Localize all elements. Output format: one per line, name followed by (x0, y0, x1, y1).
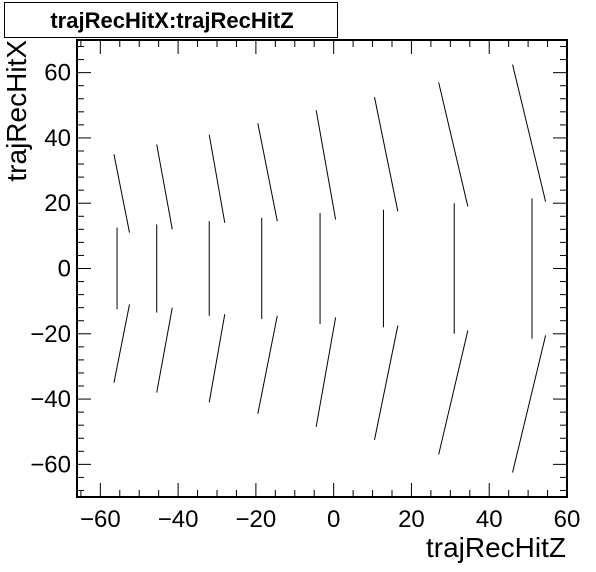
data-segment (374, 97, 399, 212)
data-segments (113, 64, 547, 473)
y-tick-label: −40 (30, 386, 71, 413)
data-segment (208, 134, 226, 223)
x-tick-label: −20 (236, 506, 277, 533)
data-segment (113, 154, 130, 233)
data-segment (113, 304, 130, 383)
y-tick-label: 0 (58, 256, 71, 283)
y-tick-label: −20 (30, 321, 71, 348)
data-segment (315, 110, 337, 220)
y-axis-title: trajRecHitX (1, 40, 32, 182)
data-segment (156, 307, 173, 393)
x-tick-label: 0 (327, 506, 340, 533)
y-tick-label: 20 (44, 190, 71, 217)
data-segment (257, 123, 278, 222)
data-segment (512, 64, 547, 202)
plot-frame (76, 39, 568, 498)
data-segment (156, 144, 173, 230)
data-segment (257, 315, 278, 414)
chart-title-box: trajRecHitX:trajRecHitZ (4, 2, 338, 38)
x-tick-label: −60 (80, 506, 121, 533)
y-tick-label: 60 (44, 60, 71, 87)
x-tick-label: 40 (476, 506, 503, 533)
x-axis-title: trajRecHitZ (426, 532, 566, 563)
data-segment (374, 325, 399, 440)
data-segment (512, 335, 547, 473)
data-segment (438, 82, 469, 207)
y-tick-label: 40 (44, 125, 71, 152)
chart-title: trajRecHitX:trajRecHitZ (50, 8, 294, 33)
x-tick-label: 20 (398, 506, 425, 533)
data-segment (438, 330, 469, 455)
data-segment (208, 314, 226, 403)
x-tick-label: 60 (554, 506, 581, 533)
x-tick-label: −40 (158, 506, 199, 533)
axis-ticks: −60 −40 −20 0 20 40 60 −60 −40 −20 0 20 40 60 (30, 40, 580, 533)
y-tick-label: −60 (30, 451, 71, 478)
data-segment (315, 317, 337, 427)
